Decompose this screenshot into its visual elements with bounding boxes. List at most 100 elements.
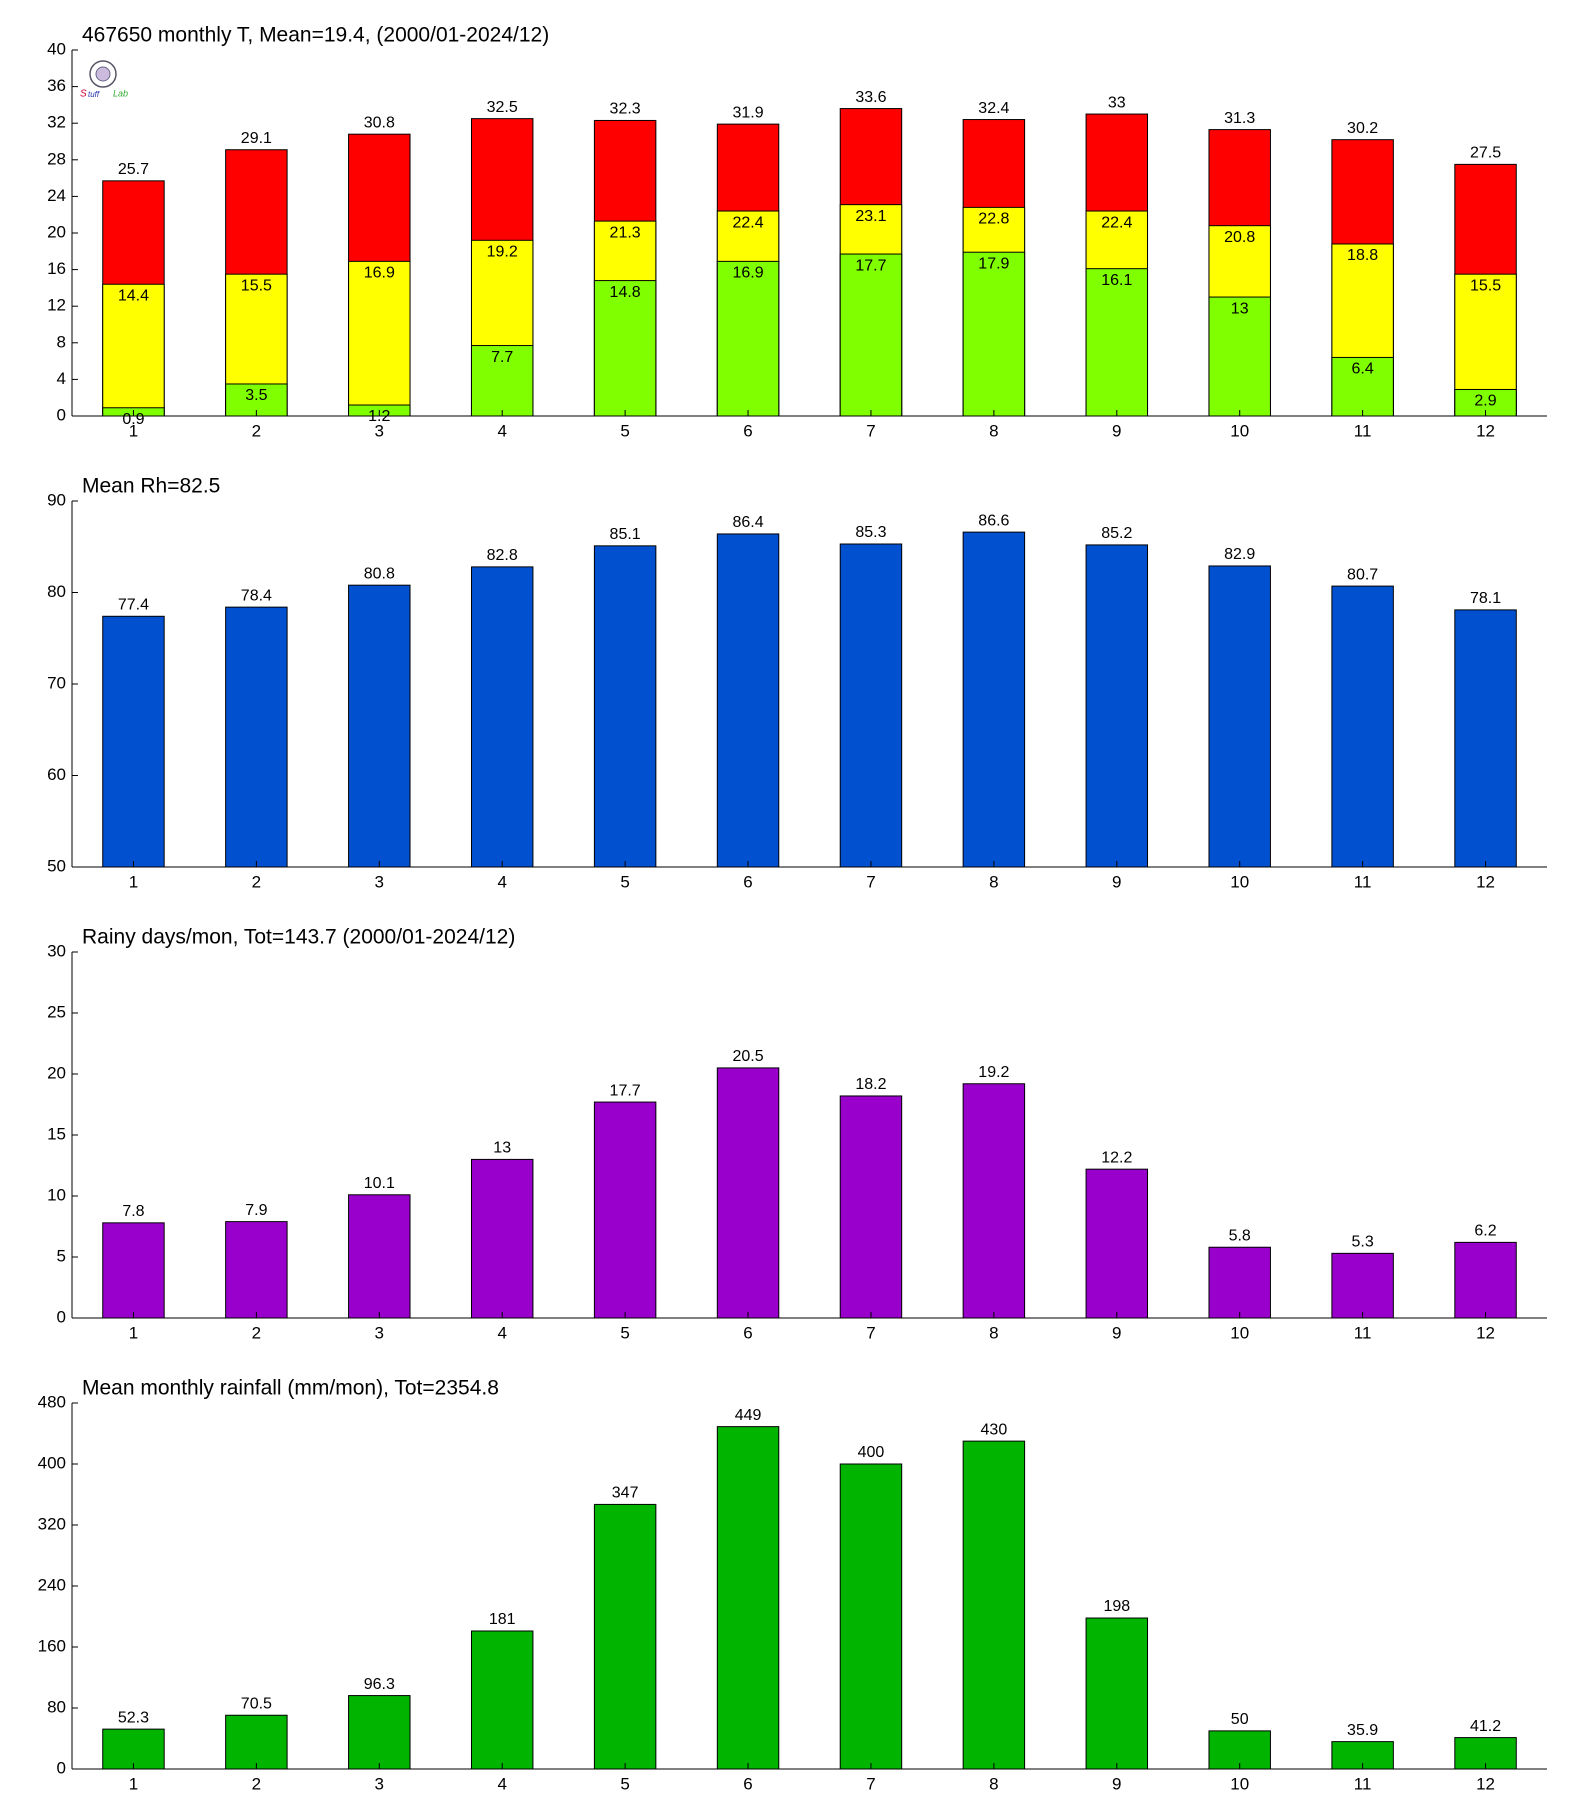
y-tick-label: 10 xyxy=(47,1185,66,1204)
value-label: 18.8 xyxy=(1347,247,1378,264)
value-label: 80.7 xyxy=(1347,566,1378,583)
x-tick-label: 7 xyxy=(866,421,875,440)
bar xyxy=(348,584,411,868)
x-tick-label: 10 xyxy=(1230,1323,1249,1342)
y-tick-label: 90 xyxy=(47,490,66,509)
x-tick-label: 1 xyxy=(129,1774,138,1793)
bar xyxy=(102,615,165,868)
x-tick-label: 1 xyxy=(129,1323,138,1342)
x-tick-label: 4 xyxy=(497,1774,506,1793)
x-tick-label: 9 xyxy=(1112,421,1121,440)
y-tick-label: 0 xyxy=(57,405,66,424)
y-tick-label: 60 xyxy=(47,765,66,784)
value-label: 25.7 xyxy=(118,161,149,178)
value-label: 20.8 xyxy=(1224,229,1255,246)
x-tick-label: 11 xyxy=(1354,1774,1372,1793)
value-label: 86.4 xyxy=(732,514,763,531)
value-label: 31.9 xyxy=(732,104,763,121)
logo: S tuff Lab xyxy=(80,60,128,100)
value-label: 15.5 xyxy=(241,277,272,294)
x-tick-label: 10 xyxy=(1230,421,1249,440)
bar xyxy=(1454,609,1517,868)
x-tick-label: 9 xyxy=(1112,1774,1121,1793)
y-tick-label: 50 xyxy=(47,856,66,875)
bar xyxy=(1208,296,1271,417)
bar xyxy=(962,1440,1026,1770)
value-label: 5.3 xyxy=(1352,1234,1374,1251)
x-tick-label: 10 xyxy=(1230,1774,1249,1793)
y-tick-label: 30 xyxy=(47,941,66,960)
bar xyxy=(839,543,903,868)
bar xyxy=(1454,1241,1517,1319)
bar xyxy=(1331,1252,1394,1319)
x-tick-label: 2 xyxy=(252,421,261,440)
x-tick-label: 5 xyxy=(620,1774,629,1793)
y-tick-label: 15 xyxy=(47,1124,66,1143)
bar xyxy=(716,260,780,417)
x-tick-label: 5 xyxy=(620,872,629,891)
x-tick-label: 7 xyxy=(866,1323,875,1342)
value-label: 1.2 xyxy=(368,408,390,425)
x-tick-label: 1 xyxy=(129,421,138,440)
value-label: 7.7 xyxy=(491,349,513,366)
value-label: 449 xyxy=(735,1407,762,1424)
value-label: 17.7 xyxy=(610,1082,641,1099)
value-label: 400 xyxy=(858,1444,885,1461)
y-tick-label: 5 xyxy=(57,1246,66,1265)
value-label: 12.2 xyxy=(1101,1149,1132,1166)
value-label: 78.1 xyxy=(1470,590,1501,607)
value-label: 19.2 xyxy=(487,244,518,261)
x-tick-label: 11 xyxy=(1354,1323,1372,1342)
x-tick-label: 8 xyxy=(989,1323,998,1342)
value-label: 198 xyxy=(1103,1598,1130,1615)
y-tick-label: 160 xyxy=(38,1636,66,1655)
bar xyxy=(716,533,780,868)
bar xyxy=(839,1463,903,1770)
x-tick-label: 12 xyxy=(1476,421,1495,440)
x-tick-label: 6 xyxy=(743,872,752,891)
x-tick-label: 12 xyxy=(1476,1323,1495,1342)
x-tick-label: 7 xyxy=(866,1774,875,1793)
bar xyxy=(470,1158,534,1319)
value-label: 5.8 xyxy=(1229,1227,1251,1244)
x-tick-label: 12 xyxy=(1476,872,1495,891)
y-tick-label: 32 xyxy=(47,113,66,132)
x-tick-label: 7 xyxy=(866,872,875,891)
x-tick-label: 3 xyxy=(375,1323,384,1342)
value-label: 86.6 xyxy=(978,512,1009,529)
x-tick-label: 5 xyxy=(620,1323,629,1342)
value-label: 17.7 xyxy=(855,257,886,274)
value-label: 7.9 xyxy=(245,1202,267,1219)
bar xyxy=(593,1101,657,1319)
chart-title: Mean Rh=82.5 xyxy=(82,475,220,498)
x-tick-label: 11 xyxy=(1354,421,1372,440)
bar xyxy=(225,1221,288,1319)
y-tick-label: 70 xyxy=(47,673,66,692)
y-tick-label: 400 xyxy=(38,1453,66,1472)
value-label: 32.5 xyxy=(487,99,518,116)
x-tick-label: 1 xyxy=(129,872,138,891)
x-tick-label: 6 xyxy=(743,1774,752,1793)
x-tick-label: 9 xyxy=(1112,872,1121,891)
y-tick-label: 24 xyxy=(47,186,66,205)
y-tick-label: 25 xyxy=(47,1002,66,1021)
bar xyxy=(1331,585,1394,868)
value-label: 52.3 xyxy=(118,1709,149,1726)
bar xyxy=(839,1095,903,1319)
chart-title: Mean monthly rainfall (mm/mon), Tot=2354… xyxy=(82,1377,499,1400)
bar xyxy=(102,1728,165,1770)
chart-title: Rainy days/mon, Tot=143.7 (2000/01-2024/… xyxy=(82,926,515,949)
x-tick-label: 2 xyxy=(252,872,261,891)
chart-title: 467650 monthly T, Mean=19.4, (2000/01-20… xyxy=(82,24,549,47)
value-label: 16.1 xyxy=(1101,272,1132,289)
value-label: 22.8 xyxy=(978,211,1009,228)
value-label: 19.2 xyxy=(978,1064,1009,1081)
value-label: 85.2 xyxy=(1101,525,1132,542)
x-tick-label: 2 xyxy=(252,1774,261,1793)
value-label: 13 xyxy=(493,1140,511,1157)
bar xyxy=(348,1695,411,1770)
value-label: 0.9 xyxy=(122,411,144,428)
value-label: 32.3 xyxy=(610,101,641,118)
x-tick-label: 9 xyxy=(1112,1323,1121,1342)
